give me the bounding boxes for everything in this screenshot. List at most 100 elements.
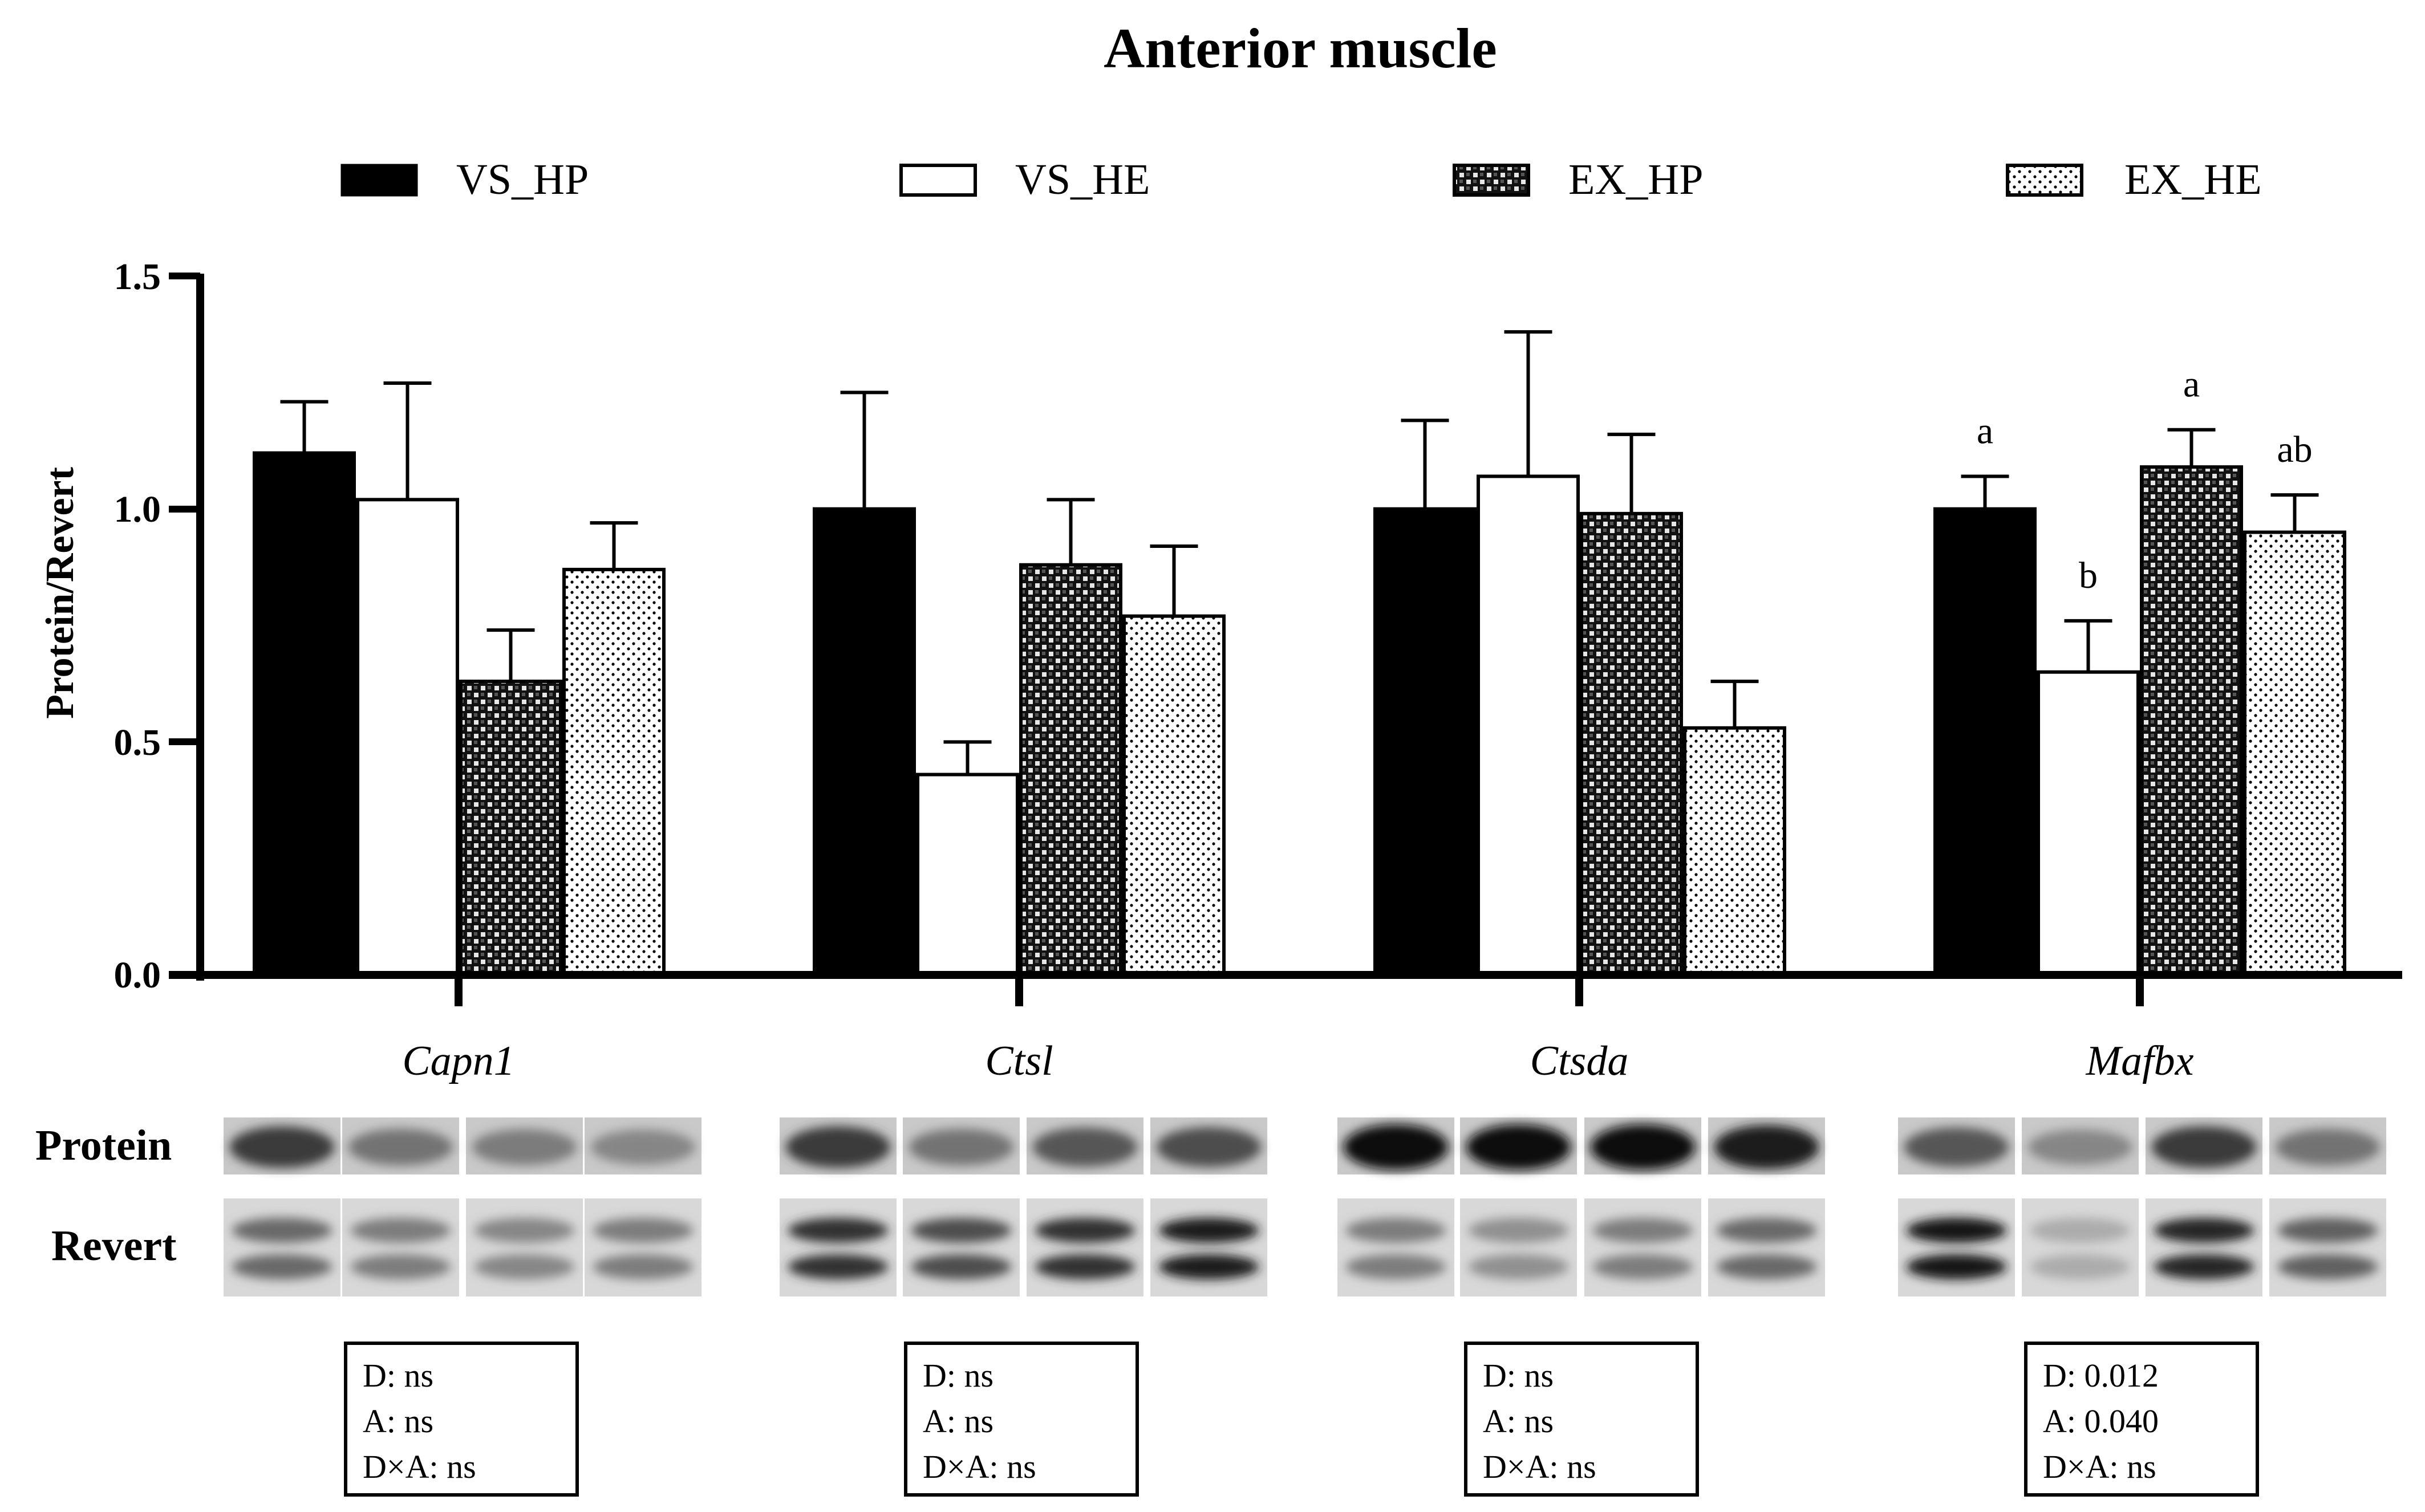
y-axis-label: Protein/Revert [38, 467, 82, 719]
bar-ctsda-vs-he [1477, 474, 1580, 977]
category-label-capn1: Capn1 [402, 1038, 514, 1084]
bar-capn1-ex-hp [459, 680, 562, 977]
bar-mafbx-ex-hp-error-bar [2167, 428, 2216, 468]
revert-blot-lane [903, 1198, 1020, 1296]
stats-line: D: ns [363, 1357, 433, 1394]
bar-capn1-vs-hp [253, 451, 356, 977]
bar-ctsda-ex-he-error-bar [1710, 680, 1759, 728]
legend-swatch-ex-he [2006, 164, 2083, 197]
protein-blot-lane [1337, 1117, 1454, 1174]
bar-ctsl-ex-he [1122, 614, 1226, 977]
category-label-mafbx: Mafbx [2085, 1038, 2193, 1084]
significance-letter: b [2079, 555, 2098, 596]
stats-line: D×A: ns [363, 1448, 476, 1485]
revert-blot-lane [1150, 1198, 1267, 1296]
bar-capn1-vs-hp-error-bar [280, 400, 329, 453]
stats-line: D: 0.012 [2043, 1357, 2159, 1394]
western-blot-images [224, 1117, 2386, 1296]
protein-blot-lane [2022, 1117, 2139, 1174]
revert-blot-lane [2146, 1198, 2262, 1296]
stats-box-mafbx: D: 0.012 A: 0.040 D×A: ns [2024, 1342, 2259, 1497]
blot-label-protein: Protein [35, 1121, 172, 1169]
revert-blot-lane [585, 1198, 701, 1296]
legend-label-ex-hp: EX_HP [1568, 156, 1703, 204]
bar-mafbx-ex-he [2243, 530, 2346, 977]
revert-blot-lane [1708, 1198, 1825, 1296]
bar-mafbx-ex-he-error-bar [2270, 493, 2319, 533]
bar-ctsl-vs-hp [813, 507, 916, 977]
bar-ctsl-vs-he-error-bar [943, 740, 992, 775]
legend: VS_HP VS_HE EX_HP EX_HE [340, 156, 2262, 204]
bar-mafbx-vs-hp-error-bar [1961, 474, 2009, 509]
stats-line: D×A: ns [2043, 1448, 2156, 1485]
stats-line: D×A: ns [1483, 1448, 1596, 1485]
legend-label-vs-he: VS_HE [1015, 156, 1150, 204]
revert-blot-lane [2022, 1198, 2139, 1296]
stats-line: A: 0.040 [2043, 1403, 2159, 1440]
blot-label-revert: Revert [51, 1222, 176, 1270]
bar-ctsda-vs-hp [1373, 507, 1477, 977]
category-label-ctsl: Ctsl [985, 1038, 1053, 1084]
stats-line: A: ns [1483, 1403, 1554, 1440]
chart-title: Anterior muscle [1104, 17, 1497, 80]
bar-capn1-ex-he [562, 567, 666, 977]
protein-blot-lane [2269, 1117, 2386, 1174]
protein-blot-lane [780, 1117, 897, 1174]
protein-blot-lane [1460, 1117, 1577, 1174]
bar-ctsda-vs-he-error-bar [1504, 330, 1552, 477]
bar-ctsl-ex-hp [1019, 563, 1122, 977]
protein-blot-lane [1584, 1117, 1701, 1174]
protein-blot-lane [2146, 1117, 2262, 1174]
stats-line: D×A: ns [923, 1448, 1036, 1485]
protein-blot-lane [466, 1117, 583, 1174]
y-tick-label: 0.5 [114, 722, 161, 763]
bar-mafbx-vs-hp [1933, 507, 2037, 977]
bar-ctsl-ex-he-error-bar [1150, 544, 1198, 616]
revert-blot-lane [1898, 1198, 2015, 1296]
y-tick-label: 1.0 [114, 489, 161, 530]
bar-ctsda-ex-he [1683, 726, 1786, 977]
stats-box-ctsl: D: ns A: ns D×A: ns [904, 1342, 1139, 1497]
bar-mafbx-vs-he-error-bar [2064, 619, 2112, 672]
protein-blot-lane [585, 1117, 701, 1174]
revert-blot-lane [224, 1198, 340, 1296]
category-label-ctsda: Ctsda [1530, 1038, 1629, 1084]
bar-capn1-vs-he-error-bar [383, 381, 432, 500]
bar-capn1-vs-he [356, 498, 459, 977]
revert-blot-lane [466, 1198, 583, 1296]
protein-blot-lane [903, 1117, 1020, 1174]
y-tick-label: 1.5 [114, 256, 161, 298]
protein-blot-lane [342, 1117, 459, 1174]
legend-label-vs-hp: VS_HP [456, 156, 589, 204]
bar-ctsl-vs-he [916, 773, 1019, 977]
legend-swatch-vs-he [899, 164, 977, 197]
bars-layer [253, 451, 2346, 977]
stats-line: D: ns [1483, 1357, 1554, 1394]
stats-line: A: ns [363, 1403, 433, 1440]
revert-blot-lane [780, 1198, 897, 1296]
protein-blot-lane [1708, 1117, 1825, 1174]
error-bars-layer [280, 330, 2319, 775]
protein-blot-lane [1898, 1117, 2015, 1174]
significance-letter: a [2183, 364, 2200, 405]
axes [169, 273, 2402, 1006]
bar-ctsl-vs-hp-error-bar [840, 391, 889, 509]
stats-box-capn1: D: ns A: ns D×A: ns [344, 1342, 579, 1497]
bar-mafbx-vs-he [2037, 670, 2140, 977]
revert-blot-lane [342, 1198, 459, 1296]
stats-box-ctsda: D: ns A: ns D×A: ns [1464, 1342, 1699, 1497]
significance-letter: a [1977, 410, 1993, 452]
bar-ctsda-vs-hp-error-bar [1401, 418, 1449, 509]
protein-blot-lane [224, 1117, 340, 1174]
protein-blot-lane [1027, 1117, 1143, 1174]
bar-ctsda-ex-hp [1580, 511, 1683, 977]
legend-label-ex-he: EX_HE [2124, 156, 2262, 204]
protein-blot-lane [1150, 1117, 1267, 1174]
stats-line: A: ns [923, 1403, 993, 1440]
significance-letter: ab [2277, 429, 2312, 470]
bar-ctsl-ex-hp-error-bar [1047, 498, 1095, 565]
stats-line: D: ns [923, 1357, 993, 1394]
revert-blot-lane [1460, 1198, 1577, 1296]
